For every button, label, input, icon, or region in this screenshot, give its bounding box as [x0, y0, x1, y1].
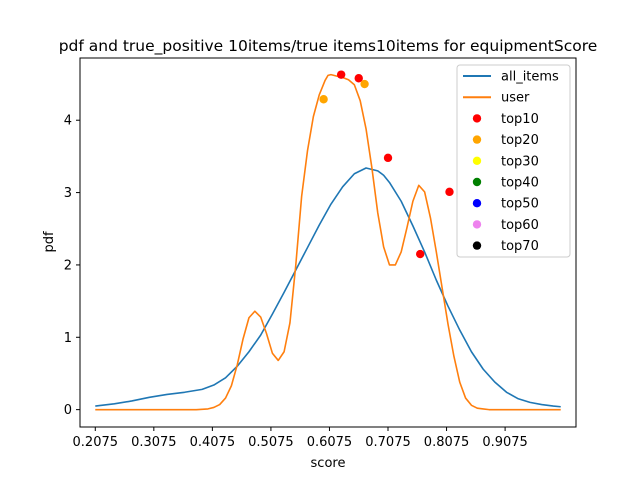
x-tick-label: 0.5075	[248, 435, 294, 450]
legend-swatch-top20	[472, 135, 482, 144]
point-top20-0	[319, 95, 328, 104]
legend-swatch-top50	[472, 199, 482, 208]
legend-label-top20: top20	[501, 133, 539, 148]
x-tick-label: 0.4075	[190, 435, 236, 450]
x-tick-label: 0.2075	[73, 435, 119, 450]
legend-label-top60: top60	[501, 218, 539, 233]
point-top20-1	[360, 79, 369, 89]
chart-title: pdf and true_positive 10items/true items…	[59, 37, 598, 56]
legend-swatch-top70	[472, 241, 482, 250]
y-tick-label: 3	[64, 186, 72, 201]
legend-label-top70: top70	[501, 239, 539, 254]
plot-area	[95, 70, 561, 411]
legend-label-top50: top50	[501, 197, 539, 212]
legend-box	[456, 64, 571, 258]
legend-label-all-items: all_items	[501, 70, 559, 85]
axes-frame	[79, 57, 577, 428]
legend-label-top30: top30	[501, 154, 539, 169]
series-line-user	[95, 73, 561, 411]
legend-label-top10: top10	[501, 112, 539, 127]
y-tick-label: 4	[64, 114, 72, 129]
x-tick-label: 0.6075	[307, 435, 353, 450]
series-line-all-items	[95, 167, 561, 408]
y-tick-label: 2	[64, 258, 72, 273]
y-tick-label: 0	[64, 403, 72, 418]
point-top10-0	[336, 70, 346, 79]
point-top10-3	[416, 249, 425, 259]
legend-label-user: user	[501, 91, 530, 106]
point-top10-2	[383, 153, 393, 163]
x-tick-label: 0.8075	[424, 435, 470, 450]
x-tick-label: 0.3075	[131, 435, 177, 450]
x-axis-label: score	[311, 456, 346, 471]
legend-swatch-top30	[472, 156, 482, 165]
legend-swatch-top40	[472, 177, 482, 187]
y-axis: 0 1 2 3 4	[64, 114, 80, 418]
point-top10-1	[354, 74, 363, 83]
point-top10-4	[445, 187, 454, 197]
legend-swatch-top10	[472, 114, 482, 123]
legend-label-top40: top40	[501, 176, 539, 191]
legend-swatch-top60	[472, 220, 482, 229]
y-tick-label: 1	[64, 331, 72, 346]
x-tick-label: 0.9075	[482, 435, 528, 450]
x-axis: 0.2075 0.3075 0.4075 0.5075 0.6075 0.7075 0.80…	[73, 427, 528, 450]
x-tick-label: 0.7075	[365, 435, 411, 450]
y-axis-label: pdf	[42, 231, 57, 253]
